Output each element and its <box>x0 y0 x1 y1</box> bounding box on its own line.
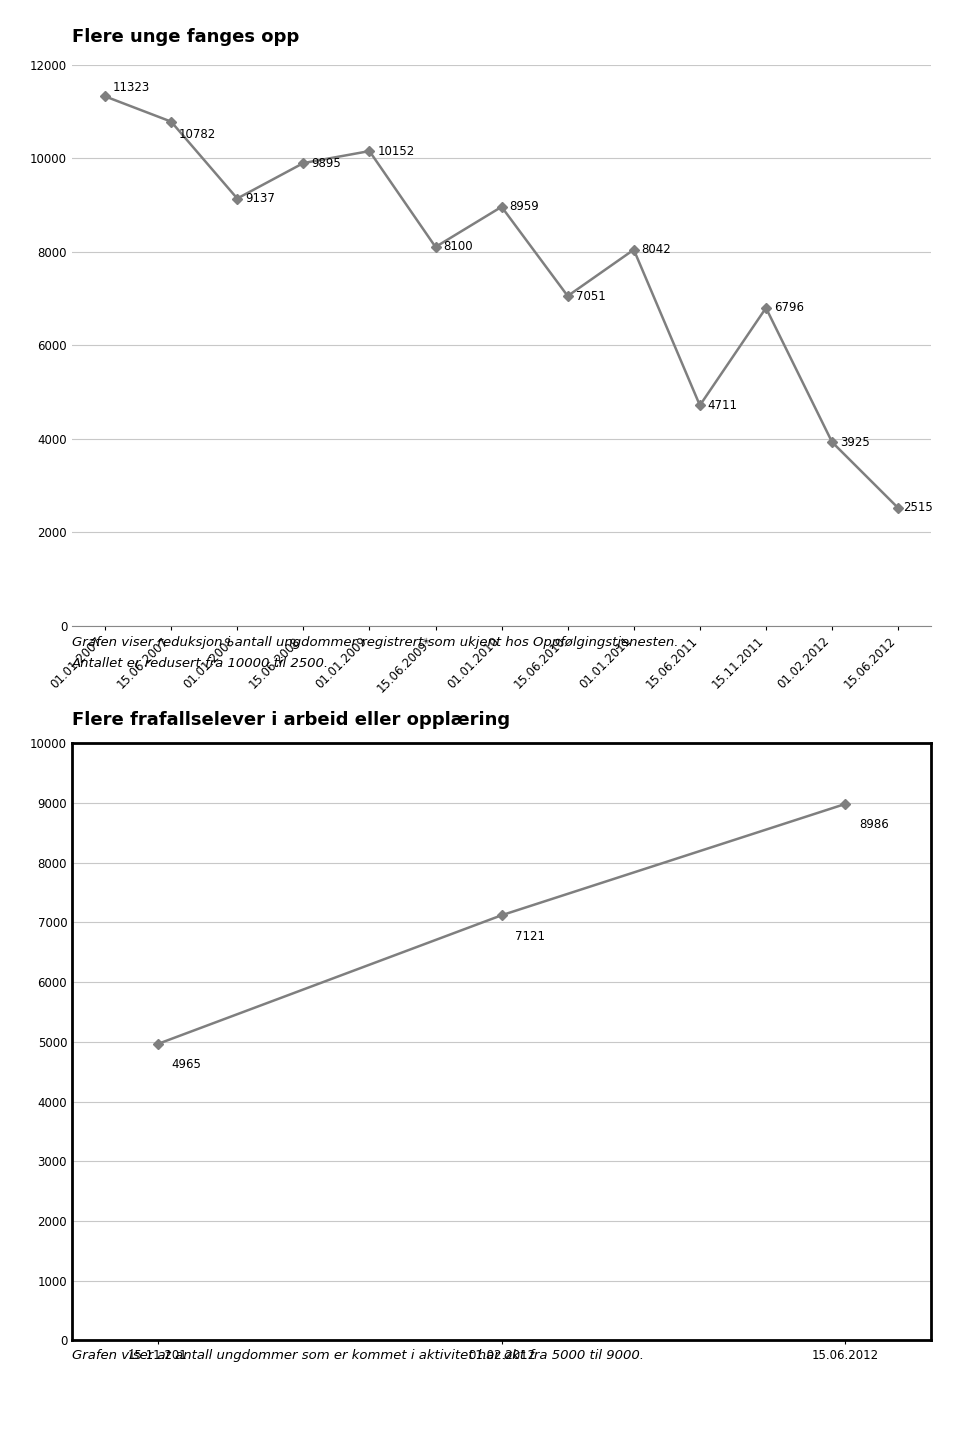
Text: Grafen viser at antall ungdommer som er kommet i aktivitet har økt fra 5000 til : Grafen viser at antall ungdommer som er … <box>72 1349 644 1362</box>
Text: 9895: 9895 <box>311 157 341 170</box>
Text: Antallet er redusert fra 10000 til 2500.: Antallet er redusert fra 10000 til 2500. <box>72 657 329 670</box>
Text: 2515: 2515 <box>903 502 933 515</box>
Text: 10782: 10782 <box>180 128 216 141</box>
Text: 9137: 9137 <box>245 193 275 206</box>
Text: 6796: 6796 <box>774 302 804 315</box>
Text: 8986: 8986 <box>859 818 889 831</box>
Text: 3925: 3925 <box>840 436 870 449</box>
Text: 8042: 8042 <box>641 243 671 256</box>
Text: 4965: 4965 <box>172 1058 202 1071</box>
Text: 8100: 8100 <box>444 240 473 253</box>
Text: 4711: 4711 <box>708 398 738 411</box>
Text: Flere unge fanges opp: Flere unge fanges opp <box>72 27 300 46</box>
Text: 10152: 10152 <box>377 145 415 158</box>
Text: 11323: 11323 <box>113 82 150 95</box>
Text: Flere frafallselever i arbeid eller opplæring: Flere frafallselever i arbeid eller oppl… <box>72 710 510 729</box>
Text: 8959: 8959 <box>510 200 540 213</box>
Text: 7051: 7051 <box>576 289 606 302</box>
Text: 7121: 7121 <box>516 929 545 943</box>
Text: Grafen viser reduksjon i antall ungdommer registrert som ukjent hos Oppfølgingst: Grafen viser reduksjon i antall ungdomme… <box>72 636 679 649</box>
